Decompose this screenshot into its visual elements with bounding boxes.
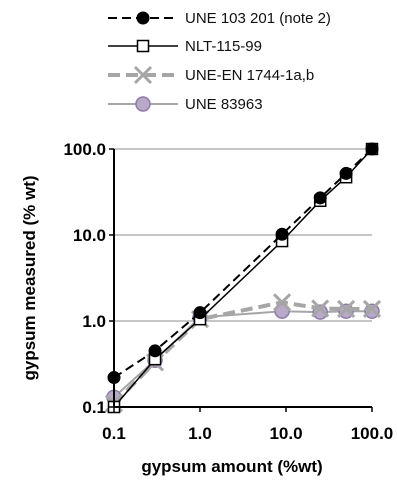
- legend-item: UNE 103 201 (note 2): [108, 10, 331, 27]
- legend-label: NLT-115-99: [185, 38, 262, 55]
- legend-label: UNE 83963: [185, 96, 263, 113]
- series-layer: [104, 142, 382, 414]
- legend-marker: [136, 39, 150, 53]
- legend-label: UNE-EN 1744-1a,b: [185, 67, 314, 84]
- legend-marker: [133, 65, 153, 85]
- y-axis-title: gypsum measured (% wt): [20, 176, 39, 381]
- y-tick-label: 100.0: [63, 140, 106, 159]
- data-point: [339, 166, 353, 180]
- tick-labels: 0.1 1.0 10.0 100.0 0.1 1.0 10.0 100.0: [63, 140, 393, 443]
- y-tick-label: 1.0: [82, 312, 106, 331]
- data-point: [148, 344, 162, 358]
- x-marker-stroke: [362, 299, 382, 319]
- series-line: [113, 148, 373, 379]
- x-marker-stroke: [337, 299, 356, 319]
- series-line: [113, 148, 373, 408]
- x-tick-label: 100.0: [351, 424, 394, 443]
- legend: UNE 103 201 (note 2) NLT-115-99 UNE-EN 174…: [108, 10, 331, 113]
- x-marker-stroke: [311, 299, 330, 318]
- data-point: [338, 303, 354, 319]
- data-point: [311, 299, 330, 318]
- data-point: [273, 293, 292, 312]
- axes: [109, 148, 373, 412]
- data-point: [365, 142, 379, 156]
- series-0: [107, 142, 379, 385]
- y-tick-label: 10.0: [73, 226, 106, 245]
- legend-marker: [136, 11, 150, 25]
- x-axis-title: gypsum amount (%wt): [141, 457, 322, 476]
- series-1: [107, 142, 379, 414]
- x-tick-label: 0.1: [102, 424, 126, 443]
- legend-item: UNE 83963: [108, 96, 263, 113]
- data-point: [313, 191, 327, 205]
- x-marker-stroke: [133, 65, 153, 85]
- data-point: [364, 303, 380, 319]
- data-point: [193, 306, 207, 320]
- data-point: [362, 299, 382, 319]
- x-marker-stroke: [273, 293, 292, 312]
- data-point: [275, 227, 289, 241]
- x-tick-label: 10.0: [269, 424, 302, 443]
- data-point: [337, 299, 356, 319]
- x-tick-label: 1.0: [188, 424, 212, 443]
- legend-item: UNE-EN 1744-1a,b: [108, 65, 314, 85]
- legend-label: UNE 103 201 (note 2): [185, 10, 331, 27]
- legend-item: NLT-115-99: [108, 38, 262, 55]
- legend-marker: [135, 96, 151, 112]
- y-tick-label: 0.1: [82, 398, 106, 417]
